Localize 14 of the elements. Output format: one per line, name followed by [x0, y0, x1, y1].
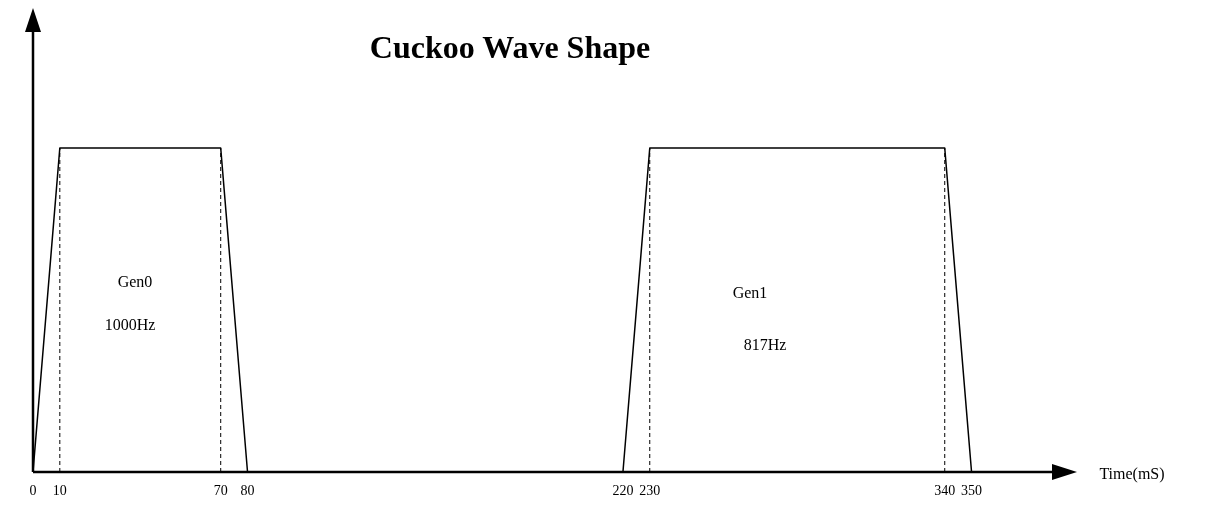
- x-tick-label: 230: [639, 483, 661, 498]
- x-tick-label: 350: [961, 483, 983, 498]
- x-tick-label: 80: [240, 483, 255, 498]
- x-tick-label: 0: [29, 483, 37, 498]
- x-tick-label: 220: [612, 483, 634, 498]
- x-axis-title: Time(mS): [1099, 465, 1165, 483]
- annotation: Gen1: [732, 284, 768, 301]
- x-tick-label: 10: [52, 483, 67, 498]
- annotation: 817Hz: [743, 336, 787, 353]
- chart-title: Cuckoo Wave Shape: [369, 29, 651, 65]
- x-tick-label: 340: [934, 483, 956, 498]
- x-tick-label: 70: [213, 483, 228, 498]
- annotation: 1000Hz: [104, 316, 156, 333]
- annotation: Gen0: [117, 273, 153, 290]
